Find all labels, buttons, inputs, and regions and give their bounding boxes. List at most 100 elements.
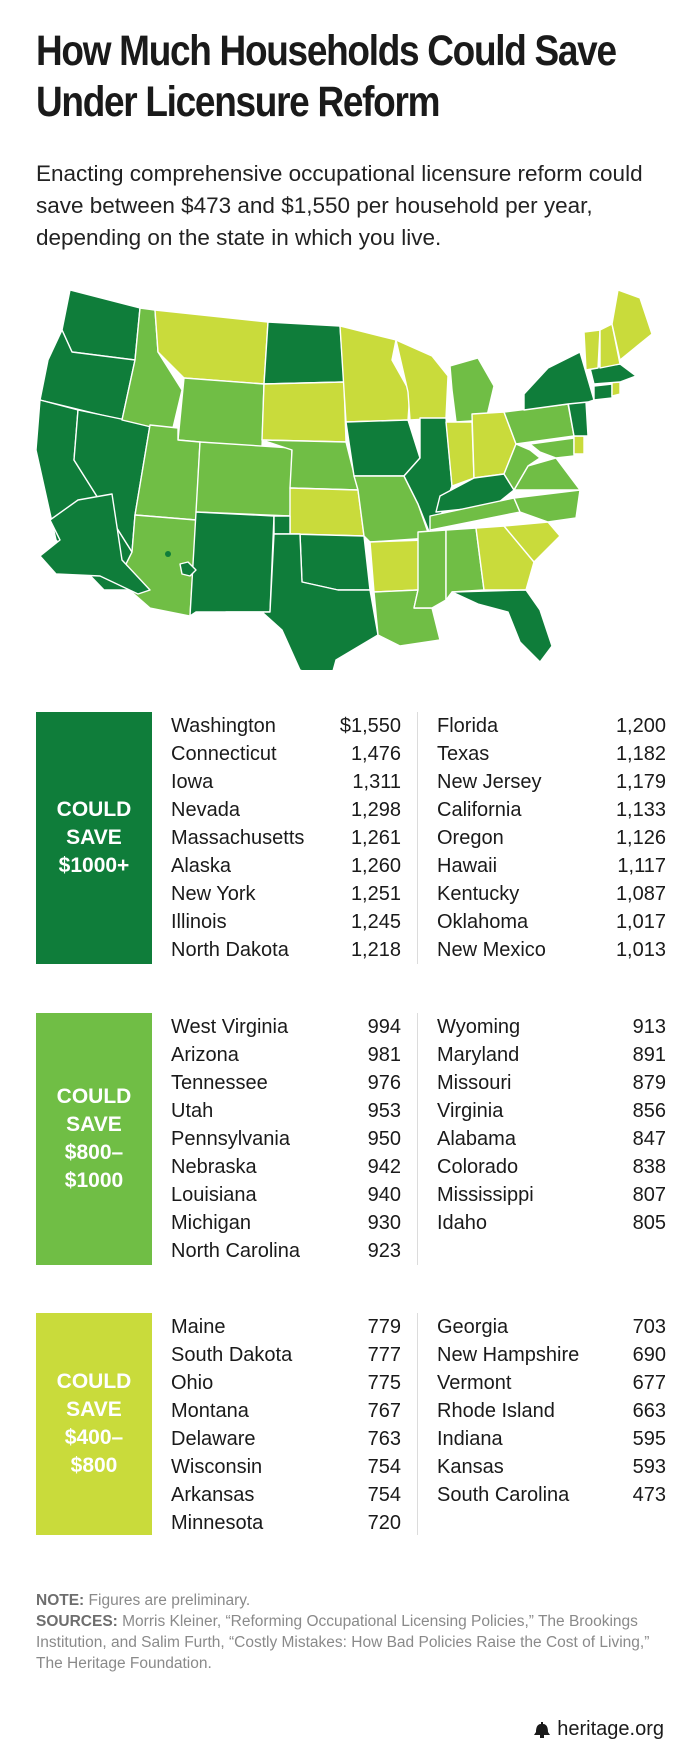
map-state-colorado — [195, 441, 293, 517]
state-name: Colorado — [437, 1156, 519, 1178]
sources-line: SOURCES: Morris Kleiner, “Reforming Occu… — [36, 1611, 666, 1674]
map-state-kansas — [289, 487, 365, 537]
note-text: Figures are preliminary. — [88, 1592, 251, 1609]
map-state-maryland — [529, 437, 575, 459]
state-savings-value: 690 — [632, 1344, 666, 1366]
state-savings-value: 593 — [632, 1456, 666, 1478]
map-state-minnesota — [339, 325, 411, 423]
state-savings-value: 1,245 — [350, 911, 401, 933]
map-state-vermont — [583, 329, 601, 371]
state-savings-value: 879 — [632, 1072, 666, 1094]
badge-label-line: $1000+ — [58, 854, 130, 877]
state-savings-value: 1,126 — [615, 827, 666, 849]
state-row: Georgia 703 — [437, 1313, 666, 1341]
state-savings-value: 1,182 — [615, 743, 666, 765]
state-name: New York — [171, 883, 256, 905]
state-row: Tennessee 976 — [171, 1069, 401, 1097]
state-row: Hawaii 1,117 — [437, 852, 666, 880]
state-savings-value: 777 — [367, 1344, 401, 1366]
state-savings-value: 1,311 — [352, 771, 401, 793]
map-state-new-hampshire — [599, 323, 621, 369]
state-savings-value: 807 — [632, 1184, 666, 1206]
map-state-south-dakota — [261, 381, 347, 443]
map-hawaii-island — [165, 551, 171, 557]
state-savings-value: 1,133 — [615, 799, 666, 821]
state-row: South Dakota 777 — [171, 1341, 401, 1369]
state-name: Florida — [437, 715, 499, 737]
state-row: Arkansas 754 — [171, 1481, 401, 1509]
badge-label-line: $800 — [70, 1454, 118, 1477]
state-name: South Dakota — [171, 1344, 293, 1366]
brand: heritage.org — [533, 1718, 664, 1741]
state-savings-value: 1,087 — [615, 883, 666, 905]
map-state-pennsylvania — [503, 403, 575, 445]
state-name: North Dakota — [171, 939, 289, 961]
state-name: South Carolina — [437, 1484, 570, 1506]
state-savings-value: 663 — [632, 1400, 666, 1422]
state-row: Wisconsin 754 — [171, 1453, 401, 1481]
state-savings-value: 1,017 — [615, 911, 666, 933]
state-savings-value: 953 — [367, 1100, 401, 1122]
state-name: Massachusetts — [171, 827, 305, 849]
state-name: Washington — [171, 715, 276, 737]
state-row: Alabama 847 — [437, 1125, 666, 1153]
state-savings-value: 1,476 — [350, 743, 401, 765]
state-name: Indiana — [437, 1428, 503, 1450]
map-state-connecticut — [593, 383, 613, 401]
note-line: NOTE: Figures are preliminary. — [36, 1590, 666, 1611]
state-row: California 1,133 — [437, 796, 666, 824]
state-row: Connecticut 1,476 — [171, 740, 401, 768]
state-savings-value: 994 — [367, 1016, 401, 1038]
state-name: Idaho — [437, 1212, 488, 1234]
map-state-hawaii — [179, 561, 197, 577]
column-divider — [417, 1313, 418, 1535]
page-title: How Much Households Could Save Under Lic… — [36, 26, 617, 128]
brand-text: heritage.org — [557, 1718, 664, 1740]
state-name: Mississippi — [437, 1184, 534, 1206]
state-name: Maine — [171, 1316, 226, 1338]
state-savings-value: 767 — [367, 1400, 401, 1422]
state-row: Delaware 763 — [171, 1425, 401, 1453]
state-savings-value: 805 — [632, 1212, 666, 1234]
state-row: Alaska 1,260 — [171, 852, 401, 880]
state-row: Nevada 1,298 — [171, 796, 401, 824]
state-savings-value: 981 — [367, 1044, 401, 1066]
column-divider — [417, 1013, 418, 1265]
map-state-texas — [225, 533, 379, 670]
state-row: Pennsylvania 950 — [171, 1125, 401, 1153]
badge-label-line: SAVE — [66, 1113, 122, 1136]
state-name: Minnesota — [171, 1512, 264, 1534]
state-savings-value: 942 — [367, 1156, 401, 1178]
state-column-right: Florida 1,200 Texas 1,182 New Jersey 1,179 Cal… — [437, 712, 666, 964]
map-state-florida — [451, 589, 553, 663]
state-name: Utah — [171, 1100, 214, 1122]
state-row: Missouri 879 — [437, 1069, 666, 1097]
state-row: Texas 1,182 — [437, 740, 666, 768]
state-name: Alabama — [437, 1128, 516, 1150]
state-name: Kentucky — [437, 883, 520, 905]
state-savings-value: 775 — [367, 1372, 401, 1394]
state-savings-value: 763 — [367, 1428, 401, 1450]
state-name: Ohio — [171, 1372, 214, 1394]
state-savings-value: 1,261 — [350, 827, 401, 849]
state-name: Hawaii — [437, 855, 498, 877]
savings-tier-badge: COULD SAVE $400– $800 — [36, 1313, 152, 1535]
state-row: Michigan 930 — [171, 1209, 401, 1237]
state-row: Massachusetts 1,261 — [171, 824, 401, 852]
state-savings-value: 754 — [367, 1456, 401, 1478]
sources-label: SOURCES: — [36, 1613, 118, 1630]
state-name: Arkansas — [171, 1484, 255, 1506]
state-name: Louisiana — [171, 1184, 257, 1206]
state-row: Nebraska 942 — [171, 1153, 401, 1181]
state-name: Missouri — [437, 1072, 512, 1094]
state-row: Kentucky 1,087 — [437, 880, 666, 908]
state-savings-value: 779 — [367, 1316, 401, 1338]
state-row: New York 1,251 — [171, 880, 401, 908]
map-state-new-york — [523, 351, 595, 411]
state-name: Wyoming — [437, 1016, 521, 1038]
state-name: New Hampshire — [437, 1344, 580, 1366]
state-column-left: West Virginia 994 Arizona 981 Tennessee 976 Ut… — [171, 1013, 401, 1265]
state-row: Utah 953 — [171, 1097, 401, 1125]
state-row: North Dakota 1,218 — [171, 936, 401, 964]
badge-label-line: SAVE — [66, 826, 122, 849]
